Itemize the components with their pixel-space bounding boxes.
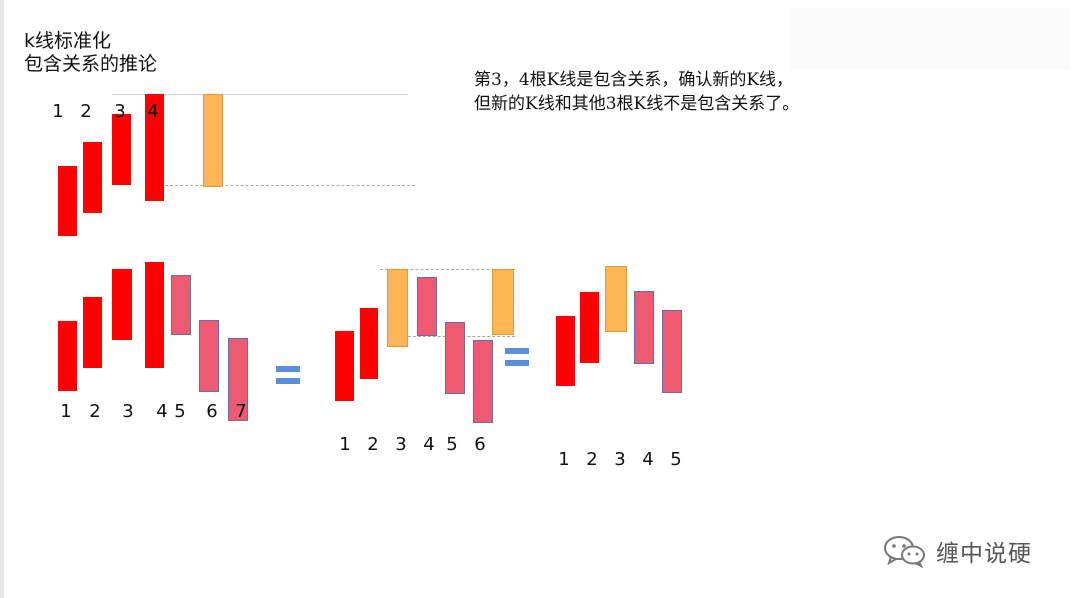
kline-b2: [360, 308, 378, 379]
kline-c3: [605, 266, 627, 332]
label-a2: 2: [89, 401, 101, 422]
equals-icon-2: [505, 348, 529, 372]
faint-background-block: [790, 8, 1070, 70]
watermark: 缠中说硬: [882, 534, 1032, 568]
kline-c2: [580, 292, 599, 363]
label-c2: 2: [586, 449, 598, 470]
label-c4: 4: [642, 449, 654, 470]
label-3: 3: [114, 101, 126, 122]
wechat-icon: [884, 536, 925, 568]
watermark-text: 缠中说硬: [936, 541, 1032, 567]
label-a3: 3: [122, 401, 134, 422]
kline-a4: [145, 262, 164, 368]
kline-a6: [199, 320, 219, 392]
kline-2: [83, 142, 102, 213]
left-border: [0, 0, 4, 598]
guide-line-b-top: [380, 269, 515, 270]
kline-b5: [445, 322, 465, 394]
label-4: 4: [147, 101, 159, 122]
lower-guide-line: [165, 185, 415, 186]
page-title: k线标准化: [24, 30, 112, 52]
explanation-line-1: 第3，4根K线是包含关系，确认新的K线，: [474, 70, 794, 90]
kline-a3: [112, 269, 132, 340]
label-b2: 2: [367, 434, 379, 455]
kline-a2: [83, 297, 102, 368]
label-2: 2: [80, 101, 92, 122]
label-b6: 6: [474, 434, 486, 455]
kline-b1: [335, 331, 354, 401]
equals-icon: [276, 366, 300, 390]
label-c3: 3: [614, 449, 626, 470]
label-a5: 5: [174, 401, 186, 422]
label-b5: 5: [446, 434, 458, 455]
kline-c1: [556, 316, 575, 386]
label-a1: 1: [60, 401, 72, 422]
kline-c5: [662, 310, 682, 393]
label-1: 1: [52, 101, 64, 122]
label-a4: 4: [156, 401, 168, 422]
kline-b6: [473, 340, 493, 423]
label-a7: 7: [235, 401, 247, 422]
kline-c4: [634, 291, 654, 364]
label-b1: 1: [339, 434, 351, 455]
upper-guide-line: [112, 94, 408, 95]
label-b4: 4: [423, 434, 435, 455]
kline-b4: [417, 277, 437, 336]
kline-1: [58, 166, 77, 236]
merged-kline-b: [492, 269, 514, 335]
kline-3: [112, 114, 131, 185]
kline-a7: [228, 338, 248, 421]
page-subtitle: 包含关系的推论: [24, 53, 158, 75]
kline-a1: [58, 321, 77, 391]
explanation-line-2: 但新的K线和其他3根K线不是包含关系了。: [474, 94, 800, 114]
label-c1: 1: [558, 449, 570, 470]
label-b3: 3: [395, 434, 407, 455]
label-a6: 6: [206, 401, 218, 422]
kline-b3: [387, 269, 408, 347]
merged-kline: [203, 94, 223, 187]
kline-a5: [171, 275, 191, 335]
label-c5: 5: [670, 449, 682, 470]
kline-4: [145, 94, 164, 201]
